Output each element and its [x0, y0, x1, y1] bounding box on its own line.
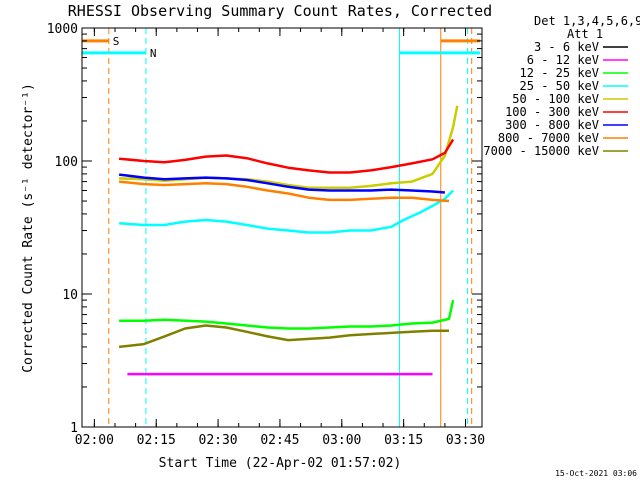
legend-label-800-7000-kev: 800 - 7000 keV: [498, 131, 599, 145]
series-line-12-25-kev: [119, 299, 455, 330]
series-line-50-100-kev: [119, 105, 459, 189]
series-line-800-7000-kev: [118, 180, 450, 203]
flag-label-n: N: [150, 47, 157, 60]
x-tick-label-02-45: 02:45: [260, 433, 299, 448]
legend-label-100-300-kev: 100 - 300 keV: [505, 105, 599, 119]
x-tick-label-03-00: 03:00: [322, 433, 361, 448]
legend-label-12-25-kev: 12 - 25 keV: [520, 66, 599, 80]
x-tick-label-02-00: 02:00: [75, 433, 114, 448]
y-tick-label-10: 10: [62, 288, 78, 303]
legend-header-line-1: Det 1,3,4,5,6,9,: [534, 14, 640, 28]
x-tick-label-02-15: 02:15: [137, 433, 176, 448]
legend-label-50-100-kev: 50 - 100 keV: [512, 92, 599, 106]
footer-date: 15-Oct-2021 03:06: [555, 469, 637, 478]
flag-label-s: S: [113, 35, 120, 48]
y-axis-label: Corrected Count Rate (s⁻¹ detector⁻¹): [21, 83, 36, 373]
legend-label-6-12-kev: 6 - 12 keV: [527, 53, 599, 67]
plot-frame: [81, 27, 483, 428]
series-line-25-50-kev: [119, 189, 454, 234]
legend-label-3-6-kev: 3 - 6 keV: [534, 40, 599, 54]
y-tick-label-1: 1: [70, 421, 78, 436]
axes-layer: 02:00 02:15 02:30 02:45 03:00 03:15 03:30 1 10 10…: [47, 22, 485, 448]
chart-title: RHESSI Observing Summary Count Rates, Co…: [68, 2, 492, 20]
plot-layer: SN: [82, 28, 480, 427]
legend-label-7000-15000-kev: 7000 - 15000 keV: [483, 144, 599, 158]
x-axis-label: Start Time (22-Apr-02 01:57:02): [159, 456, 402, 471]
legend-label-25-50-kev: 25 - 50 keV: [520, 79, 599, 93]
x-tick-label-03-15: 03:15: [384, 433, 423, 448]
series-line-300-800-kev: [118, 173, 446, 194]
legend-header-line-2: Att 1: [567, 27, 603, 41]
x-tick-label-03-30: 03:30: [446, 433, 485, 448]
y-tick-label-100: 100: [55, 155, 78, 170]
series-line-7000-15000-kev: [118, 324, 449, 349]
series-line-100-300-kev: [118, 138, 455, 174]
y-tick-label-1000: 1000: [47, 22, 78, 37]
x-tick-label-02-30: 02:30: [199, 433, 238, 448]
legend-label-300-800-kev: 300 - 800 keV: [505, 118, 599, 132]
